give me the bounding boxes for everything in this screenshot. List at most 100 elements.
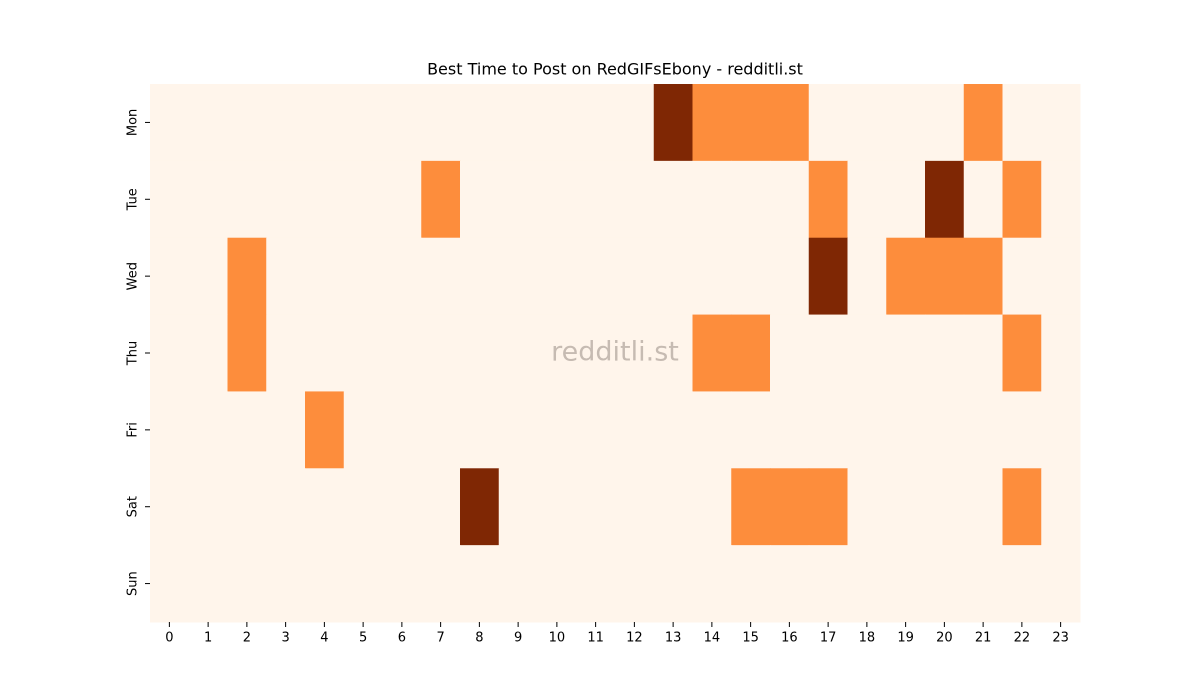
heatmap-cell bbox=[382, 160, 422, 239]
heatmap-cell bbox=[150, 314, 190, 392]
y-tick-label: Sat bbox=[126, 496, 141, 517]
heatmap-cell bbox=[343, 391, 383, 469]
heatmap-cell bbox=[382, 314, 422, 392]
x-tick-label: 2 bbox=[243, 631, 251, 646]
heatmap-cell bbox=[692, 391, 732, 469]
x-tick-label: 19 bbox=[897, 631, 914, 646]
heatmap-cell bbox=[1041, 545, 1081, 623]
heatmap-cell bbox=[382, 237, 422, 316]
heatmap-cell bbox=[653, 391, 693, 469]
heatmap-cell bbox=[770, 391, 810, 469]
heatmap-cell bbox=[770, 468, 810, 546]
heatmap-cell bbox=[460, 314, 500, 392]
heatmap-cell bbox=[925, 545, 965, 623]
heatmap-cell bbox=[770, 314, 810, 392]
heatmap-cell bbox=[460, 160, 500, 239]
heatmap-cell bbox=[847, 468, 887, 546]
y-tick-label: Wed bbox=[126, 262, 141, 290]
chart-title: Best Time to Post on RedGIFsEbony - redd… bbox=[427, 60, 803, 79]
heatmap-cell bbox=[460, 545, 500, 623]
heatmap-cell bbox=[770, 545, 810, 623]
heatmap-cell bbox=[188, 391, 228, 469]
heatmap-cell bbox=[692, 237, 732, 316]
heatmap-cell bbox=[576, 545, 616, 623]
x-tick-label: 17 bbox=[820, 631, 837, 646]
heatmap-cell bbox=[925, 391, 965, 469]
heatmap-cell bbox=[227, 314, 267, 392]
heatmap-cell bbox=[498, 468, 538, 546]
heatmap-cell bbox=[847, 160, 887, 239]
x-tick-label: 9 bbox=[514, 631, 522, 646]
heatmap-cell bbox=[537, 391, 577, 469]
heatmap-cell bbox=[925, 160, 965, 239]
heatmap-cell bbox=[421, 160, 461, 239]
heatmap-cell bbox=[305, 160, 345, 239]
heatmap-cell bbox=[305, 391, 345, 469]
heatmap-cell bbox=[382, 545, 422, 623]
heatmap-cell bbox=[266, 468, 306, 546]
heatmap-cell bbox=[266, 160, 306, 239]
x-tick-label: 4 bbox=[320, 631, 328, 646]
heatmap-cell bbox=[343, 237, 383, 316]
heatmap-cell bbox=[615, 468, 655, 546]
heatmap-cell bbox=[421, 237, 461, 316]
heatmap-cell bbox=[653, 237, 693, 316]
x-tick-label: 22 bbox=[1014, 631, 1031, 646]
heatmap-cell bbox=[460, 237, 500, 316]
heatmap-cell bbox=[150, 468, 190, 546]
heatmap-cell bbox=[1041, 391, 1081, 469]
heatmap-cell bbox=[770, 237, 810, 316]
heatmap-cell bbox=[421, 545, 461, 623]
heatmap-cell bbox=[150, 545, 190, 623]
heatmap-cell bbox=[537, 84, 577, 162]
heatmap-cell bbox=[266, 545, 306, 623]
x-tick-label: 14 bbox=[704, 631, 721, 646]
heatmap-cell bbox=[886, 314, 926, 392]
heatmap-cell bbox=[731, 391, 771, 469]
heatmap-cell bbox=[770, 84, 810, 162]
heatmap-cell bbox=[925, 314, 965, 392]
x-tick-label: 13 bbox=[665, 631, 682, 646]
heatmap-cell bbox=[692, 468, 732, 546]
heatmap-cell bbox=[963, 314, 1003, 392]
heatmap-cell bbox=[421, 468, 461, 546]
heatmap-cell bbox=[343, 468, 383, 546]
heatmap-cell bbox=[886, 84, 926, 162]
heatmap-cell bbox=[498, 84, 538, 162]
heatmap-cell bbox=[963, 391, 1003, 469]
heatmap-cell bbox=[576, 468, 616, 546]
x-tick-label: 16 bbox=[781, 631, 798, 646]
heatmap-cell bbox=[808, 314, 848, 392]
heatmap-cell bbox=[343, 314, 383, 392]
x-tick-label: 10 bbox=[549, 631, 566, 646]
heatmap-cell bbox=[653, 545, 693, 623]
heatmap-cell bbox=[925, 237, 965, 316]
heatmap-cell bbox=[886, 237, 926, 316]
heatmap-cell bbox=[188, 468, 228, 546]
heatmap-cell bbox=[150, 160, 190, 239]
heatmap-cell bbox=[615, 237, 655, 316]
heatmap-cell bbox=[227, 468, 267, 546]
heatmap-cell bbox=[305, 237, 345, 316]
heatmap-cell bbox=[963, 237, 1003, 316]
heatmap-cell bbox=[808, 545, 848, 623]
heatmap-cell bbox=[460, 391, 500, 469]
heatmap-cell bbox=[343, 84, 383, 162]
heatmap-cell bbox=[576, 314, 616, 392]
y-tick-label: Sun bbox=[126, 571, 141, 596]
heatmap-cell bbox=[343, 545, 383, 623]
heatmap-cell bbox=[886, 160, 926, 239]
heatmap-cell bbox=[1041, 314, 1081, 392]
x-tick-label: 3 bbox=[281, 631, 289, 646]
heatmap-cell bbox=[963, 468, 1003, 546]
heatmap-cell bbox=[305, 84, 345, 162]
heatmap-cell bbox=[653, 468, 693, 546]
heatmap-cell bbox=[963, 160, 1003, 239]
heatmap-cell bbox=[150, 84, 190, 162]
y-tick-label: Mon bbox=[126, 109, 141, 136]
heatmap-cell bbox=[886, 468, 926, 546]
heatmap-cell bbox=[227, 391, 267, 469]
heatmap-cell bbox=[537, 545, 577, 623]
x-tick-label: 21 bbox=[975, 631, 992, 646]
